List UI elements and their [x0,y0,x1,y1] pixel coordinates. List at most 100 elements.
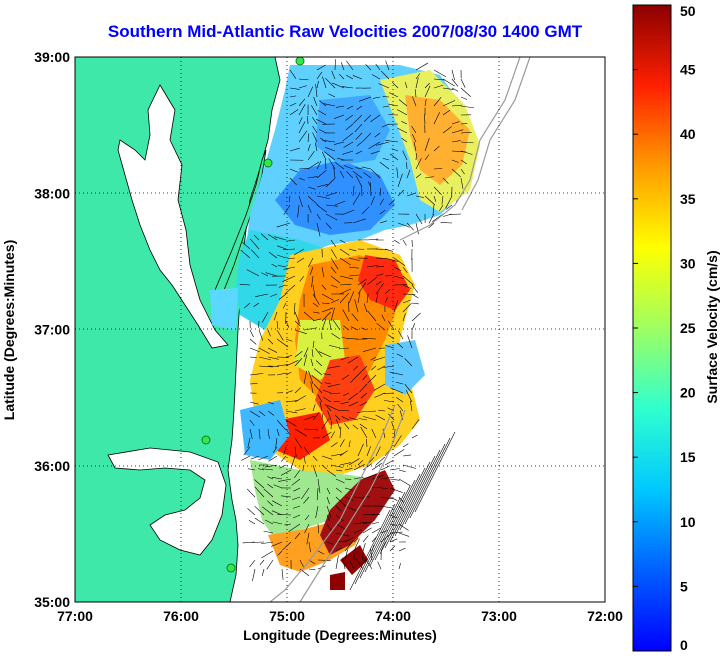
colorbar-tick-label: 25 [680,320,696,336]
velocity-vector [460,168,465,175]
y-tick-label: 39:00 [34,49,70,65]
velocity-vector [334,414,341,421]
velocity-vector [330,284,338,288]
velocity-vector [411,434,418,439]
velocity-vector [296,257,305,263]
velocity-vector [249,238,260,250]
velocity-vector [282,302,287,309]
velocity-vector [424,114,426,125]
velocity-vector [294,446,297,457]
velocity-vector [322,76,327,89]
velocity-vector [330,453,344,457]
velocity-vector [321,311,331,322]
velocity-vector [402,266,408,273]
velocity-vector [312,318,321,322]
velocity-vector [247,437,251,449]
velocity-vector [315,505,319,519]
velocity-vector [445,204,453,210]
velocity-vector [294,320,301,327]
velocity-vector [312,340,315,349]
velocity-vector [276,338,289,348]
velocity-vector [366,293,369,304]
velocity-vector [460,96,468,100]
velocity-vector [306,532,310,545]
velocity-vector [415,158,422,170]
velocity-vector [389,496,398,501]
velocity-vector [273,311,278,321]
velocity-vector [303,455,306,464]
velocity-vector [385,345,395,349]
velocity-vector [278,284,287,288]
velocity-vector [365,64,372,71]
velocity-vector [289,177,297,186]
velocity-vector [280,469,292,476]
velocity-vector [249,329,254,338]
velocity-vector [374,479,416,561]
velocity-vector [335,555,339,570]
velocity-vector [451,121,460,125]
velocity-vector [336,419,341,430]
velocity-vector [249,410,261,418]
velocity-vector [321,418,329,430]
velocity-vector [324,151,336,161]
velocity-vector [384,467,426,549]
velocity-vector [442,78,455,87]
velocity-vector [267,401,274,405]
velocity-vector [319,401,323,412]
velocity-vector [339,292,349,304]
velocity-vector [362,527,372,534]
velocity-vector [298,85,307,89]
velocity-vector [243,302,251,309]
velocity-vector [332,319,341,331]
velocity-vector [335,523,347,530]
velocity-vector [321,284,327,290]
velocity-vector [362,521,371,525]
velocity-vector [362,474,376,480]
velocity-vector [289,147,300,152]
velocity-vector [398,99,408,107]
velocity-vector [343,209,355,215]
velocity-vector [357,410,368,414]
velocity-vector [433,111,441,125]
velocity-vector [361,553,364,561]
velocity-vector [362,132,372,143]
x-tick-label: 73:00 [481,608,517,624]
velocity-vector [299,275,305,282]
velocity-vector [375,446,381,457]
velocity-vector [424,82,430,89]
velocity-vector [371,169,381,179]
velocity-vector [415,213,423,225]
velocity-vector [330,299,340,304]
velocity-vector [389,468,400,471]
velocity-vector [415,173,422,179]
velocity-vector [247,508,256,516]
velocity-vector [369,485,411,567]
velocity-vector [343,325,350,331]
velocity-vector [350,326,359,331]
velocity-vector [406,169,411,179]
velocity-vector [380,496,393,500]
velocity-vector [335,469,343,472]
velocity-vector [303,496,310,504]
velocity-vector [333,165,336,179]
velocity-vector [314,142,318,152]
velocity-vector [370,356,377,361]
velocity-vector [316,71,323,80]
colorbar-tick-label: 30 [680,255,696,271]
velocity-vector [412,133,417,143]
velocity-vector [410,400,413,412]
velocity-vector [440,222,453,224]
velocity-vector [371,527,381,534]
velocity-vector [325,213,338,221]
velocity-vector [253,302,260,307]
velocity-vector [291,478,301,486]
velocity-vector [414,89,417,98]
velocity-vector [307,151,315,161]
velocity-vector [375,266,384,268]
velocity-vector [316,487,319,501]
colorbar-ticks: 0 5 10 15 20 25 30 35 40 45 50 [633,3,696,653]
velocity-vector [312,125,318,134]
velocity-vector [341,86,354,89]
velocity-vector [250,249,260,259]
velocity-vector [278,293,287,300]
